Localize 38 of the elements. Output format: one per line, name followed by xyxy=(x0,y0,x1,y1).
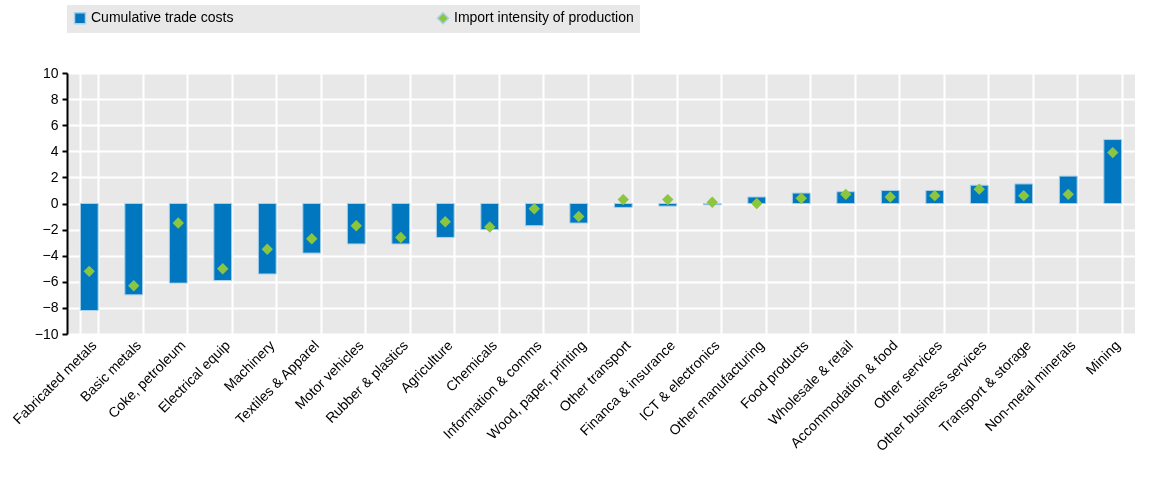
point xyxy=(840,188,852,201)
y-tick-label: −4 xyxy=(42,247,59,264)
bar xyxy=(168,203,188,284)
y-tick-label: 8 xyxy=(50,90,59,107)
point xyxy=(751,197,763,210)
legend-label: Import intensity of production xyxy=(454,9,634,26)
y-tick-label: 4 xyxy=(50,142,59,159)
y-tick-label: −6 xyxy=(42,273,59,290)
point xyxy=(217,263,229,275)
bar xyxy=(124,203,144,296)
y-tick-label: 10 xyxy=(42,64,59,81)
y-tick-label: −2 xyxy=(42,221,59,238)
y-tick-label: 6 xyxy=(50,116,59,133)
bar xyxy=(1103,139,1123,204)
point xyxy=(83,265,95,278)
bar xyxy=(613,203,633,208)
y-tick-label: 2 xyxy=(50,168,59,185)
point xyxy=(706,196,718,208)
y-tick-label: −8 xyxy=(42,299,59,316)
y-tick-label: −10 xyxy=(34,325,59,342)
point xyxy=(172,217,184,229)
point xyxy=(484,221,496,233)
point xyxy=(395,231,407,244)
bar xyxy=(391,203,411,245)
legend-label: Cumulative trade costs xyxy=(91,9,234,26)
y-tick-label: 0 xyxy=(50,195,59,211)
bar xyxy=(302,203,322,254)
bar xyxy=(346,203,366,245)
point xyxy=(662,193,674,206)
point xyxy=(306,233,318,245)
point xyxy=(795,192,807,204)
point xyxy=(128,280,140,292)
point xyxy=(1107,146,1119,159)
bar xyxy=(79,203,99,312)
bar xyxy=(213,203,233,281)
bar xyxy=(257,203,277,275)
point xyxy=(261,243,273,255)
point xyxy=(617,193,629,206)
